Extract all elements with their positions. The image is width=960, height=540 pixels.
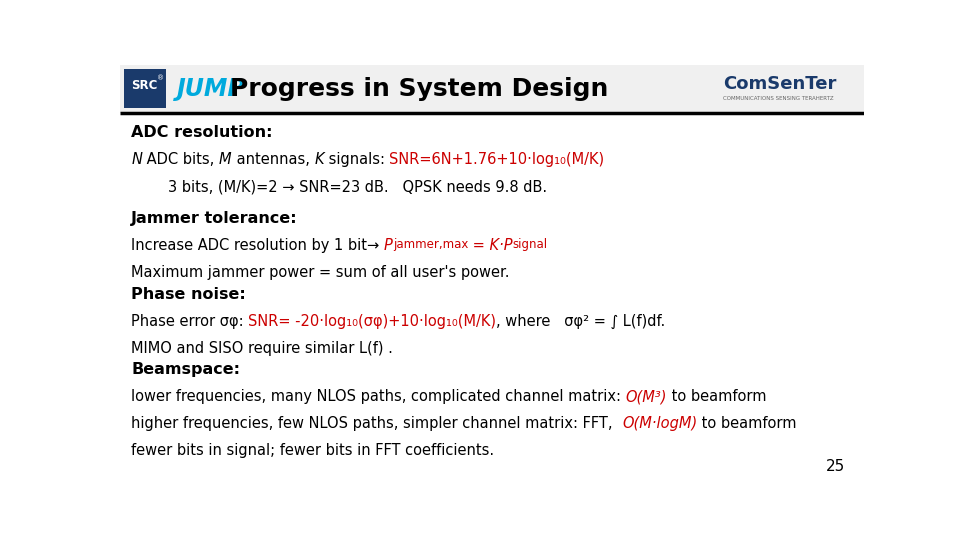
Text: JUMP: JUMP: [177, 77, 246, 100]
Text: Beamspace:: Beamspace:: [132, 362, 240, 377]
Text: P: P: [384, 238, 393, 253]
Text: SNR=6N+1.76+10·log₁₀(M/K): SNR=6N+1.76+10·log₁₀(M/K): [390, 152, 605, 167]
Text: SNR= -20·log₁₀(σφ)+10·log₁₀(M/K): SNR= -20·log₁₀(σφ)+10·log₁₀(M/K): [249, 314, 496, 329]
Text: M: M: [219, 152, 231, 167]
Text: COMMUNICATIONS SENSING TERAHERTZ: COMMUNICATIONS SENSING TERAHERTZ: [723, 96, 833, 101]
Text: signal: signal: [513, 238, 548, 251]
Text: O(M³): O(M³): [626, 389, 667, 404]
Text: , where   σφ² = ∫ L(f)df.: , where σφ² = ∫ L(f)df.: [496, 314, 665, 329]
Text: to beamform: to beamform: [667, 389, 767, 404]
Text: ADC bits,: ADC bits,: [142, 152, 219, 167]
Text: Maximum jammer power = sum of all user's power.: Maximum jammer power = sum of all user's…: [132, 265, 510, 280]
Text: antennas,: antennas,: [231, 152, 314, 167]
Text: Increase ADC resolution by 1 bit→: Increase ADC resolution by 1 bit→: [132, 238, 384, 253]
Bar: [120, 65, 864, 113]
Text: ADC resolution:: ADC resolution:: [132, 125, 273, 140]
Text: 3 bits, (M/K)=2 → SNR=23 dB.   QPSK needs 9.8 dB.: 3 bits, (M/K)=2 → SNR=23 dB. QPSK needs …: [132, 179, 547, 194]
Text: ®: ®: [156, 75, 164, 82]
Text: to beamform: to beamform: [697, 416, 797, 431]
Text: O(M·logM): O(M·logM): [622, 416, 697, 431]
Text: N: N: [132, 152, 142, 167]
Text: higher frequencies, few NLOS paths, simpler channel matrix: FFT,: higher frequencies, few NLOS paths, simp…: [132, 416, 622, 431]
Text: Progress in System Design: Progress in System Design: [230, 77, 609, 100]
Text: = K·P: = K·P: [468, 238, 513, 253]
Text: 25: 25: [827, 460, 846, 474]
Text: Phase error σφ:: Phase error σφ:: [132, 314, 249, 329]
Text: Phase noise:: Phase noise:: [132, 287, 246, 302]
Text: lower frequencies, many NLOS paths, complicated channel matrix:: lower frequencies, many NLOS paths, comp…: [132, 389, 626, 404]
Text: ComSenTer: ComSenTer: [723, 75, 836, 93]
Text: SRC: SRC: [132, 79, 157, 92]
Text: Jammer tolerance:: Jammer tolerance:: [132, 211, 298, 226]
Text: K: K: [314, 152, 324, 167]
Bar: [124, 69, 166, 107]
Text: MIMO and SISO require similar L(f) .: MIMO and SISO require similar L(f) .: [132, 341, 393, 356]
Text: fewer bits in signal; fewer bits in FFT coefficients.: fewer bits in signal; fewer bits in FFT …: [132, 443, 494, 458]
Text: signals:: signals:: [324, 152, 390, 167]
Text: jammer,max: jammer,max: [393, 238, 468, 251]
